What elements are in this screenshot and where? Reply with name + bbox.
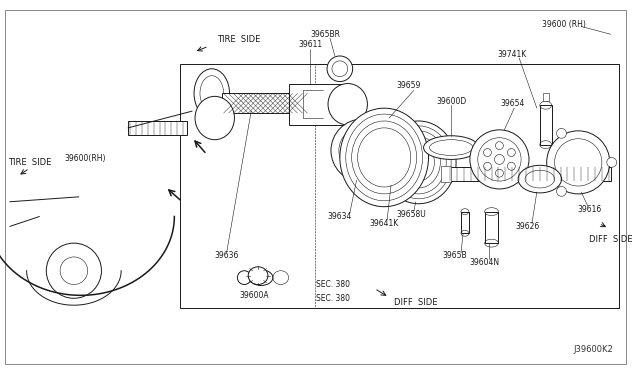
Ellipse shape [424, 136, 479, 160]
Text: 39604N: 39604N [470, 258, 500, 267]
Ellipse shape [248, 267, 268, 285]
Ellipse shape [249, 270, 273, 285]
Ellipse shape [403, 144, 435, 181]
Ellipse shape [381, 121, 456, 204]
Bar [448, 167, 611, 181]
Text: 39741K: 39741K [498, 49, 527, 58]
Bar [289, 84, 348, 125]
Ellipse shape [358, 128, 411, 187]
Text: 39634: 39634 [328, 212, 352, 221]
Bar [543, 93, 548, 101]
Text: DIFF  SIDE: DIFF SIDE [394, 298, 438, 307]
Ellipse shape [340, 108, 429, 207]
Text: 39600A: 39600A [239, 291, 269, 300]
Circle shape [331, 119, 394, 182]
Bar [484, 212, 499, 243]
Ellipse shape [351, 121, 417, 194]
Text: SEC. 380: SEC. 380 [316, 294, 350, 303]
Text: 39654: 39654 [500, 99, 524, 108]
Text: 39600 (RH): 39600 (RH) [542, 20, 586, 29]
Text: SEC. 380: SEC. 380 [316, 280, 350, 289]
Circle shape [327, 56, 353, 81]
Ellipse shape [195, 96, 234, 140]
Circle shape [470, 130, 529, 189]
Circle shape [237, 271, 251, 285]
Text: 3965B: 3965B [443, 251, 467, 260]
Text: TIRE  SIDE: TIRE SIDE [217, 35, 260, 44]
Ellipse shape [391, 131, 446, 194]
Bar [461, 212, 469, 233]
Ellipse shape [386, 126, 451, 199]
Ellipse shape [518, 165, 561, 193]
Text: 39658U: 39658U [397, 210, 427, 219]
Ellipse shape [328, 84, 367, 125]
Ellipse shape [346, 114, 422, 201]
Bar [442, 166, 451, 182]
Text: 39641K: 39641K [369, 219, 399, 228]
Ellipse shape [194, 69, 230, 118]
Text: 39611: 39611 [298, 40, 323, 49]
Text: 39659: 39659 [397, 81, 421, 90]
Text: 39626: 39626 [516, 222, 540, 231]
Circle shape [547, 131, 610, 194]
Text: 39636: 39636 [214, 251, 239, 260]
Text: 39600(RH): 39600(RH) [64, 154, 106, 163]
Bar [540, 105, 552, 145]
Text: DIFF  SIDE: DIFF SIDE [589, 235, 632, 244]
Bar [180, 64, 619, 308]
Ellipse shape [397, 137, 440, 188]
Circle shape [46, 243, 102, 298]
Circle shape [607, 157, 617, 167]
Circle shape [557, 128, 566, 138]
Text: 39616: 39616 [577, 205, 601, 214]
Text: J39600K2: J39600K2 [573, 345, 612, 354]
Bar [221, 93, 291, 113]
Bar [316, 64, 619, 308]
Circle shape [557, 186, 566, 196]
Bar [128, 121, 187, 135]
Text: 39600D: 39600D [436, 97, 467, 106]
Text: 3965BR: 3965BR [310, 30, 340, 39]
Text: TIRE  SIDE: TIRE SIDE [8, 158, 51, 167]
